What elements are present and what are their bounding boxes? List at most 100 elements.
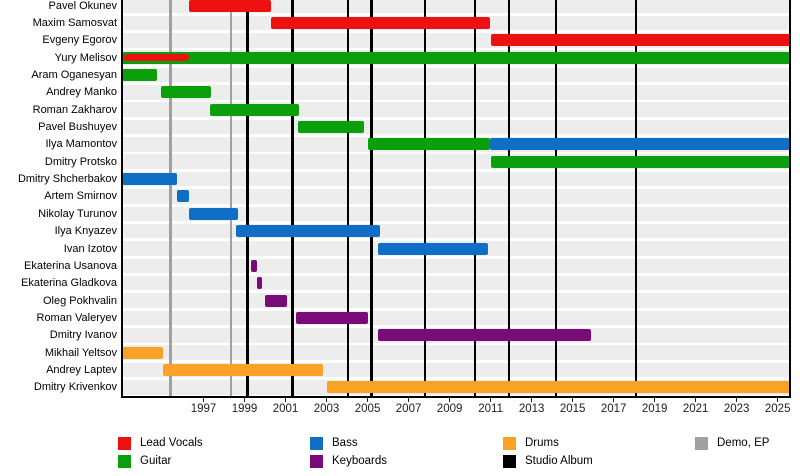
x-axis-tick xyxy=(694,397,697,402)
tenure-bar-lead_vocals xyxy=(123,54,190,62)
row-track xyxy=(121,275,790,291)
x-axis-tick xyxy=(653,397,656,402)
row-track xyxy=(121,67,790,83)
member-label: Ilya Mamontov xyxy=(45,138,117,151)
member-label: Andrey Laptev xyxy=(46,363,117,376)
tenure-bar-keyboards xyxy=(295,311,368,324)
tenure-bar-bass xyxy=(236,225,380,238)
studio-album-line xyxy=(346,0,350,396)
x-axis-tick-label: 2001 xyxy=(272,402,299,415)
tenure-bar-drums xyxy=(121,346,163,359)
tenure-bar-guitar xyxy=(367,138,490,151)
tenure-bar-guitar xyxy=(209,103,299,116)
member-label: Andrey Manko xyxy=(46,86,117,99)
row-track xyxy=(121,119,790,135)
studio-album-line xyxy=(554,0,558,396)
studio-album-line xyxy=(423,0,427,396)
member-label: Dmitry Protsko xyxy=(44,155,117,168)
member-label: Maxim Samosvat xyxy=(32,16,117,29)
tenure-bar-bass xyxy=(189,207,239,220)
x-axis-tick-label: 2017 xyxy=(600,402,627,415)
row-track xyxy=(121,189,790,204)
x-axis-tick xyxy=(612,397,615,402)
x-axis-tick xyxy=(407,397,410,402)
legend-label-bass: Bass xyxy=(332,437,358,449)
x-axis-tick xyxy=(325,397,328,402)
x-axis-tick-label: 2021 xyxy=(682,402,709,415)
legend-label-lead_vocals: Lead Vocals xyxy=(140,437,203,449)
demo-ep-line xyxy=(229,0,233,396)
x-axis-tick-label: 2011 xyxy=(478,402,503,415)
x-axis-tick xyxy=(776,397,779,402)
row-track xyxy=(121,310,790,326)
member-label: Evgeny Egorov xyxy=(42,34,117,47)
tenure-bar-lead_vocals xyxy=(189,0,272,12)
x-axis-tick-label: 1999 xyxy=(231,402,258,415)
tenure-bar-drums xyxy=(162,363,324,376)
legend-swatch-drums xyxy=(503,437,516,450)
x-axis-tick xyxy=(366,397,369,402)
tenure-bar-lead_vocals xyxy=(271,16,490,29)
legend-label-demo_ep: Demo, EP xyxy=(717,437,770,449)
plot-left-border xyxy=(120,0,123,398)
legend-label-guitar: Guitar xyxy=(140,455,172,467)
member-label: Dmitry Krivenkov xyxy=(33,381,117,394)
tenure-bar-guitar xyxy=(121,69,158,81)
tenure-bar-bass xyxy=(489,138,790,151)
x-axis-tick-label: 2015 xyxy=(559,402,586,415)
demo-ep-line xyxy=(169,0,172,396)
legend-swatch-keyboards xyxy=(310,455,323,468)
x-axis-tick xyxy=(489,397,492,402)
x-axis-tick xyxy=(448,397,451,402)
x-axis-tick xyxy=(571,397,574,402)
studio-album-line xyxy=(473,0,477,396)
legend-swatch-lead_vocals xyxy=(118,437,131,450)
legend-label-studio_album: Studio Album xyxy=(525,455,593,467)
studio-album-line xyxy=(507,0,511,396)
row-track xyxy=(121,293,790,308)
tenure-bar-keyboards xyxy=(256,277,262,290)
x-axis-tick-label: 2003 xyxy=(313,402,340,415)
member-label: Aram Oganesyan xyxy=(31,69,117,81)
tenure-bar-lead_vocals xyxy=(490,34,790,47)
x-axis-tick xyxy=(243,397,246,402)
x-axis-tick xyxy=(735,397,738,402)
plot-right-border xyxy=(789,0,791,398)
row-track xyxy=(121,0,790,13)
tenure-bar-guitar xyxy=(121,51,790,64)
studio-album-line xyxy=(634,0,638,396)
x-axis-tick-label: 2009 xyxy=(436,402,463,415)
tenure-bar-guitar xyxy=(490,155,790,168)
x-axis-tick-label: 2023 xyxy=(723,402,750,415)
tenure-bar-bass xyxy=(176,190,190,203)
legend-swatch-demo_ep xyxy=(695,437,708,450)
x-axis-tick-label: 2019 xyxy=(641,402,668,415)
x-axis-tick-label: 2025 xyxy=(764,402,791,415)
studio-album-line xyxy=(246,0,249,396)
member-label: Mikhail Yeltsov xyxy=(44,346,117,359)
legend-swatch-bass xyxy=(310,437,323,450)
member-label: Dmitry Ivanov xyxy=(49,329,117,342)
member-label: Roman Zakharov xyxy=(32,103,117,116)
row-track xyxy=(121,206,790,222)
member-label: Roman Valeryev xyxy=(36,311,118,324)
row-track xyxy=(121,258,790,274)
studio-album-line xyxy=(291,0,294,396)
legend-swatch-studio_album xyxy=(503,455,516,468)
member-label: Yury Melisov xyxy=(54,51,117,64)
member-label: Oleg Pokhvalin xyxy=(43,294,117,307)
x-axis-tick xyxy=(530,397,533,402)
member-label: Ivan Izotov xyxy=(63,242,117,255)
member-label: Dmitry Shcherbakov xyxy=(17,173,117,186)
tenure-bar-bass xyxy=(121,173,177,186)
x-axis-tick-label: 2013 xyxy=(518,402,545,415)
x-axis-line xyxy=(120,395,791,398)
tenure-bar-drums xyxy=(326,381,790,394)
tenure-bar-guitar xyxy=(297,121,365,134)
